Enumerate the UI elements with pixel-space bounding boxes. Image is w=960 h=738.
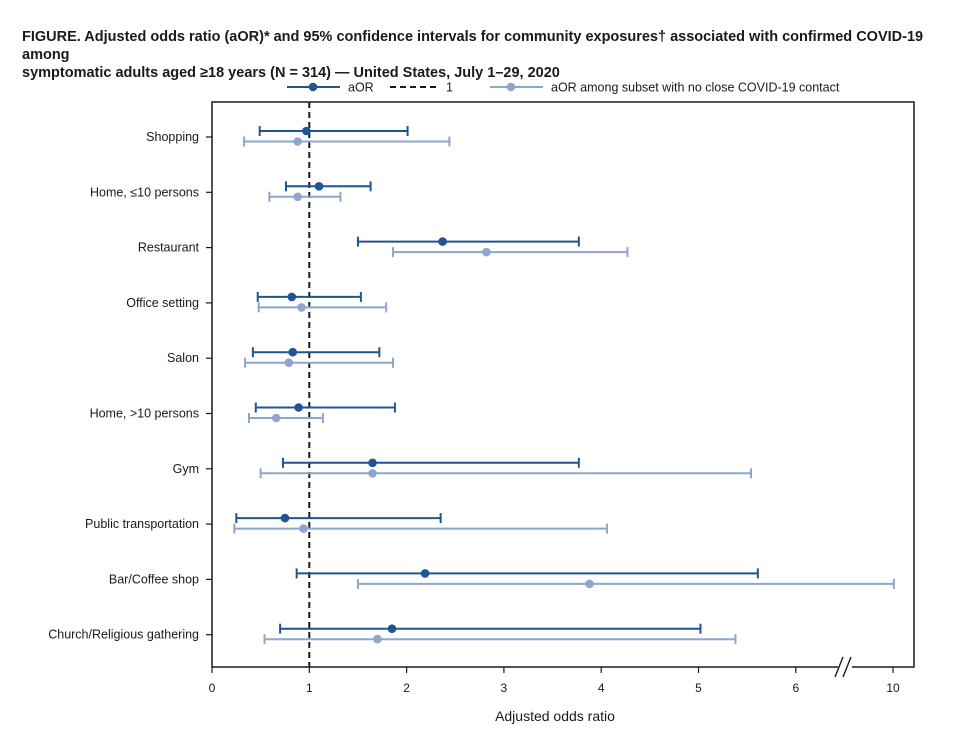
x-tick-label: 10 <box>886 681 900 695</box>
x-tick-label: 0 <box>209 681 216 695</box>
x-axis-title: Adjusted odds ratio <box>495 708 615 724</box>
category-label: Public transportation <box>85 517 199 531</box>
axis-break-mark <box>834 656 844 678</box>
plot-frame <box>211 101 915 668</box>
axis-break-mark <box>842 656 852 678</box>
category-label: Gym <box>173 462 199 476</box>
aor-point-estimate <box>302 126 311 136</box>
category-label: Restaurant <box>138 241 200 255</box>
subset-point-estimate <box>299 524 308 533</box>
x-tick-label: 3 <box>501 681 508 695</box>
category-label: Salon <box>167 351 199 365</box>
legend-subset-label: aOR among subset with no close COVID-19 … <box>551 81 840 95</box>
legend-aor-label: aOR <box>348 81 374 95</box>
category-label: Office setting <box>126 296 199 310</box>
legend-subset-marker <box>506 82 516 92</box>
x-tick-label: 1 <box>306 681 313 695</box>
figure-title-line-1: FIGURE. Adjusted odds ratio (aOR)* and 9… <box>22 29 924 63</box>
subset-point-estimate <box>373 634 382 644</box>
category-label: Shopping <box>146 130 199 144</box>
aor-point-estimate <box>438 237 447 246</box>
legend-ref-label: 1 <box>446 81 453 95</box>
subset-point-estimate <box>297 303 306 312</box>
aor-point-estimate <box>294 403 303 412</box>
category-label: Home, ≤10 persons <box>90 185 199 199</box>
subset-point-estimate <box>271 413 281 423</box>
subset-point-estimate <box>368 469 377 478</box>
aor-point-estimate <box>368 458 377 468</box>
subset-point-estimate <box>293 137 302 146</box>
subset-point-estimate <box>284 358 294 368</box>
legend-aor-marker <box>308 82 318 92</box>
category-label: Home, >10 persons <box>90 407 199 421</box>
x-tick-label: 6 <box>792 681 799 695</box>
x-tick-label: 5 <box>695 681 702 695</box>
aor-point-estimate <box>420 569 430 578</box>
category-label: Bar/Coffee shop <box>109 572 199 586</box>
aor-point-estimate <box>288 347 298 357</box>
x-tick-label: 2 <box>403 681 410 695</box>
figure-title: FIGURE. Adjusted odds ratio (aOR)* and 9… <box>22 28 947 82</box>
aor-point-estimate <box>280 513 290 523</box>
aor-point-estimate <box>314 182 324 191</box>
axis-break-gap <box>838 664 852 670</box>
aor-point-estimate <box>287 292 297 302</box>
aor-point-estimate <box>387 624 397 633</box>
category-label: Church/Religious gathering <box>48 628 199 642</box>
x-tick-label: 4 <box>598 681 605 695</box>
subset-point-estimate <box>293 192 302 202</box>
subset-point-estimate <box>482 247 491 257</box>
figure-title-line-2: symptomatic adults aged ≥18 years (N = 3… <box>22 65 560 81</box>
subset-point-estimate <box>585 579 594 589</box>
